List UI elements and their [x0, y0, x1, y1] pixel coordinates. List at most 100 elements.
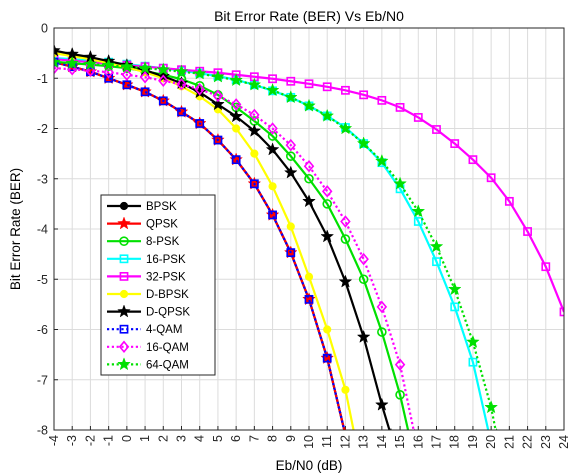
x-tick-label: 20 [484, 435, 498, 449]
square-marker [119, 324, 129, 334]
star-marker [374, 397, 389, 411]
square-marker [432, 125, 441, 134]
star-marker [265, 83, 280, 97]
y-tick-label: -5 [37, 273, 48, 287]
square-marker [213, 135, 223, 145]
square-marker [504, 196, 514, 206]
star-marker [174, 104, 189, 118]
x-tick-label: 21 [502, 435, 516, 449]
star-marker [338, 274, 353, 288]
square-marker [122, 80, 132, 90]
diamond-marker [176, 78, 187, 91]
square-marker [119, 271, 129, 281]
diamond-marker [303, 159, 315, 173]
x-tick-label: 11 [320, 435, 334, 448]
star-marker [117, 304, 131, 318]
x-tick-label: 18 [448, 435, 462, 449]
x-tick-label: -4 [47, 435, 61, 446]
square-marker [119, 254, 129, 264]
circle-marker [250, 149, 259, 158]
square-marker [195, 119, 205, 128]
star-marker [283, 165, 298, 179]
circle-marker [304, 173, 314, 184]
chart-title: Bit Error Rate (BER) Vs Eb/N0 [214, 8, 404, 24]
legend-entry: 4-QAM [107, 324, 182, 336]
star-marker [174, 76, 189, 90]
star-marker [117, 357, 131, 371]
y-tick-label: -8 [37, 424, 48, 438]
y-tick-label: -7 [37, 373, 48, 387]
x-tick-label: 15 [393, 435, 407, 449]
square-marker [322, 353, 332, 363]
square-marker [468, 155, 478, 165]
x-tick-label: 4 [193, 435, 207, 442]
star-marker [65, 55, 80, 70]
legend-entry: 16-QAM [107, 340, 189, 354]
star-marker [283, 90, 298, 104]
legend: BPSK QPSK 8-PSK 16-PSK 32-PSK D-BPSK D-QPSK 4-Q… [100, 194, 216, 376]
x-tick-label: 10 [302, 435, 316, 449]
diamond-marker [230, 98, 242, 111]
diamond-marker [158, 74, 169, 88]
star-marker [174, 64, 189, 78]
x-tick-label: 2 [156, 435, 170, 442]
star-marker [119, 77, 134, 91]
square-marker [450, 139, 460, 148]
square-marker [304, 79, 314, 89]
star-marker [119, 59, 134, 73]
legend-entry: D-QPSK [107, 304, 190, 319]
x-tick-label: 24 [557, 435, 568, 449]
star-marker [265, 142, 280, 156]
square-marker [104, 73, 114, 83]
star-marker [83, 64, 98, 78]
star-marker [356, 136, 371, 150]
diamond-marker [321, 185, 333, 198]
diamond-marker [118, 340, 130, 354]
square-marker [432, 257, 441, 267]
series-layer [54, 43, 564, 430]
star-marker [229, 109, 244, 123]
series-line [54, 61, 497, 430]
square-marker [468, 357, 478, 367]
x-tick-label: 7 [247, 435, 261, 442]
diamond-marker [376, 300, 388, 314]
x-tick-label: 1 [138, 435, 152, 442]
star-marker [302, 98, 316, 112]
legend-entry: BPSK [107, 201, 177, 213]
circle-marker [286, 222, 295, 231]
legend-label: 8-PSK [146, 236, 180, 248]
x-tick-label: 9 [284, 435, 298, 442]
square-marker [249, 179, 259, 189]
star-marker [101, 57, 116, 72]
y-tick-label: -4 [37, 223, 48, 237]
star-marker [302, 194, 316, 208]
star-marker [229, 73, 244, 87]
circle-marker [232, 124, 241, 133]
diamond-marker [394, 358, 406, 371]
legend-box [100, 194, 216, 376]
x-tick-label: 14 [375, 435, 389, 449]
series-line [54, 60, 410, 430]
x-tick-label: -1 [102, 435, 116, 446]
square-marker [486, 173, 496, 183]
star-marker [211, 97, 225, 111]
x-tick-label: 16 [411, 435, 425, 449]
series-line [54, 61, 346, 430]
star-marker [429, 239, 444, 253]
x-tick-label: 12 [338, 435, 352, 449]
star-marker [54, 43, 61, 57]
diamond-marker [285, 138, 297, 152]
square-marker [395, 102, 405, 112]
legend-label: 4-QAM [146, 324, 182, 336]
circle-marker [285, 151, 296, 161]
star-marker [447, 282, 462, 296]
plot-frame [53, 27, 565, 431]
square-marker [413, 217, 423, 226]
diamond-marker [358, 252, 369, 266]
star-marker [393, 176, 407, 190]
x-tick-label: 0 [120, 435, 134, 442]
star-marker [338, 121, 353, 135]
circle-marker [119, 236, 129, 246]
diamond-marker [249, 108, 260, 122]
